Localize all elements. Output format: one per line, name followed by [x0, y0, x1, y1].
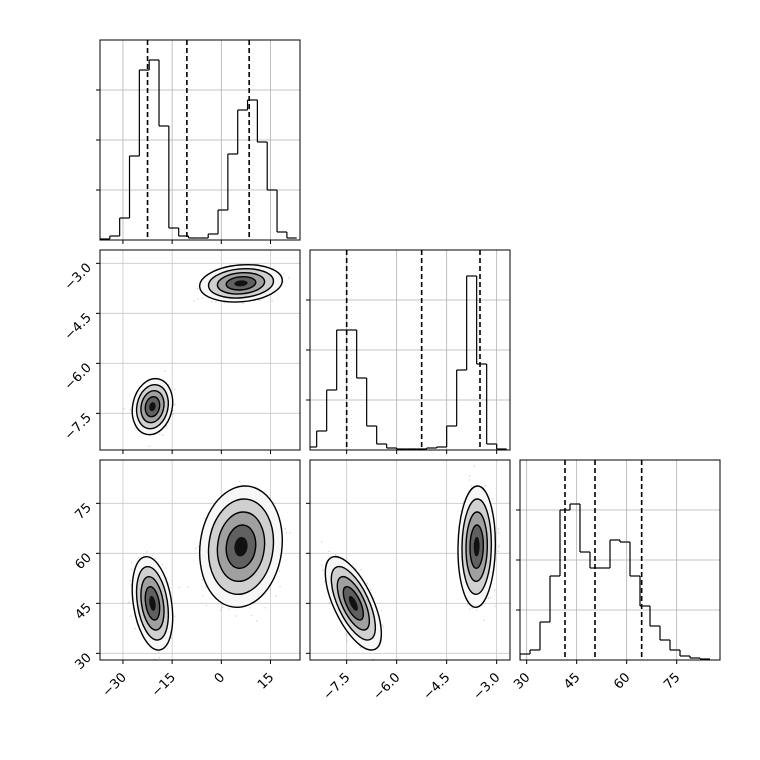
hist-panel-p0 [96, 39, 301, 244]
xtick-label: −7.5 [321, 670, 354, 703]
panel-frame [99, 459, 301, 661]
ytick-label: −4.5 [62, 311, 95, 344]
scatter-panel-p0-p1 [96, 249, 301, 454]
xtick-label: 15 [255, 670, 277, 692]
panel-frame [99, 39, 301, 241]
xtick-label: 45 [561, 670, 583, 692]
ytick-label: −6.0 [62, 361, 95, 394]
density [321, 465, 500, 660]
ytick-label: 45 [73, 601, 95, 623]
xtick-label: −30 [100, 670, 130, 700]
ytick-label: 75 [73, 501, 95, 523]
ytick-label: −3.0 [62, 261, 95, 294]
panel-frame [99, 249, 301, 451]
xtick-label: 0 [212, 670, 228, 686]
density-peak [473, 536, 480, 557]
hist-panel-p2 [516, 459, 721, 664]
xtick-label: −15 [149, 670, 179, 700]
panel-frame [519, 459, 721, 661]
hist-steps [310, 275, 507, 450]
xtick-label: −4.5 [421, 670, 454, 703]
xtick-label: −3.0 [471, 670, 504, 703]
hist-steps [100, 59, 297, 240]
panel-frame [309, 459, 511, 661]
ytick-label: −7.5 [62, 411, 95, 444]
xtick-label: 30 [511, 670, 533, 692]
scatter-panel-p1-p2 [306, 459, 511, 664]
density-peak [149, 595, 156, 611]
density-peak [234, 280, 248, 287]
panel-frame [309, 249, 511, 451]
xtick-label: 60 [611, 670, 633, 692]
density [128, 480, 291, 660]
xtick-label: −6.0 [371, 670, 404, 703]
hist-steps [520, 503, 710, 660]
hist-panel-p1 [306, 249, 511, 454]
ytick-label: 30 [73, 651, 95, 673]
density-peak [149, 402, 156, 412]
density [123, 263, 290, 447]
scatter-panel-p0-p2 [96, 459, 301, 664]
density-peak [348, 595, 358, 611]
ytick-label: 60 [73, 551, 95, 573]
xtick-label: 75 [661, 670, 683, 692]
density-peak [234, 536, 248, 557]
